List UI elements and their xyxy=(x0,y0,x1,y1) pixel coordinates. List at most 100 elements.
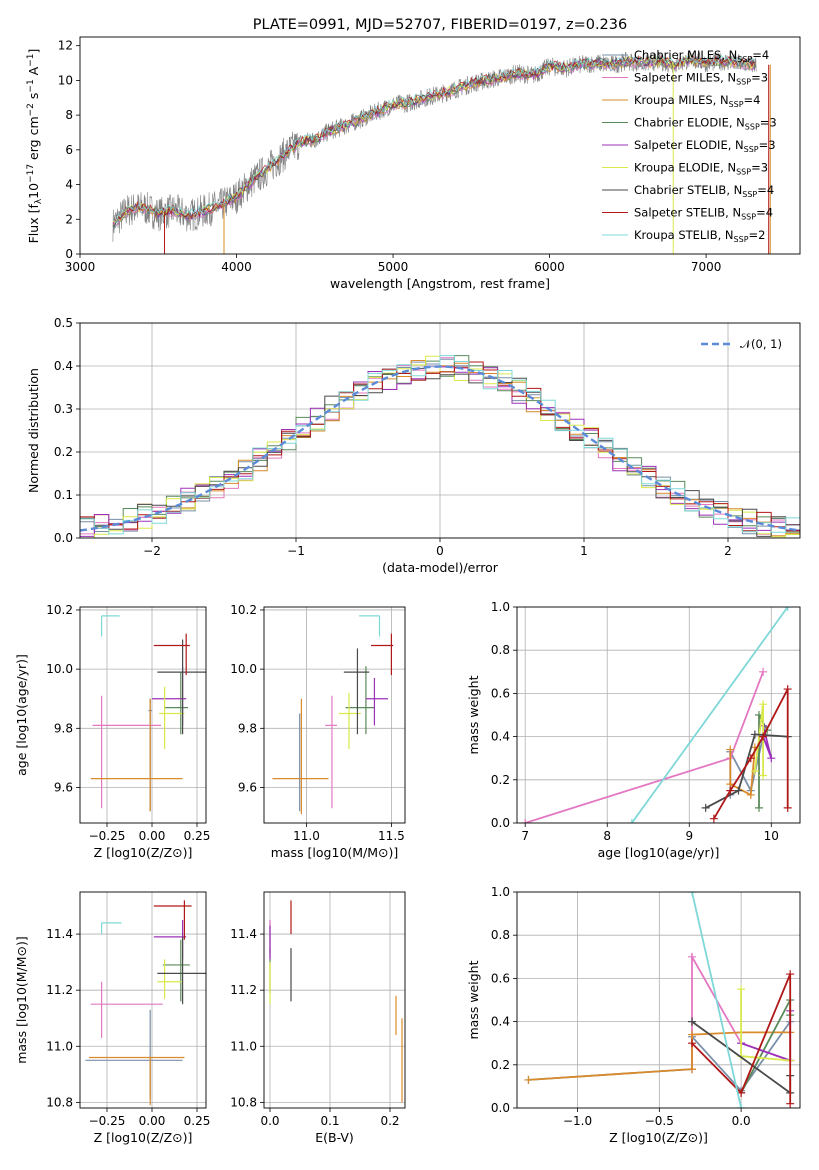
weight-line xyxy=(740,989,791,1062)
y-axis-label: mass weight xyxy=(466,960,481,1039)
plot-area-age_vs_mass xyxy=(264,607,405,823)
x-tick-label: 3000 xyxy=(65,260,96,274)
x-tick-label: 0 xyxy=(436,544,444,558)
normal-curve xyxy=(80,365,800,532)
x-tick-label: 0.25 xyxy=(184,829,211,843)
y-tick-label: 0.3 xyxy=(54,402,73,416)
weight-line xyxy=(524,671,764,823)
y-axis-label: Normed distribution xyxy=(26,368,41,493)
y-tick-label: 10 xyxy=(58,73,73,87)
y-tick-label: 0.0 xyxy=(491,816,510,830)
y-tick-label: 2 xyxy=(65,212,73,226)
weight-point xyxy=(524,1075,533,1084)
legend-label: Kroupa STELIB, NSSP=2 xyxy=(634,228,765,244)
x-tick-label: 7000 xyxy=(691,260,722,274)
weight-point xyxy=(786,970,795,979)
axes-frame xyxy=(263,606,406,824)
x-tick-label: 1 xyxy=(580,544,588,558)
weight-point xyxy=(737,1104,746,1108)
y-tick-label: 11.2 xyxy=(230,983,257,997)
weight-point xyxy=(750,730,759,739)
weight-point xyxy=(786,1099,795,1108)
legend-label: 𝒩(0, 1) xyxy=(740,337,782,351)
x-tick-label: 2 xyxy=(724,544,732,558)
plot-area-mass_vs_ebv xyxy=(264,892,405,1108)
figure-title: PLATE=0991, MJD=52707, FIBERID=0197, z=0… xyxy=(253,17,627,33)
y-tick-label: 10.2 xyxy=(46,603,73,617)
x-tick-label: −0.5 xyxy=(645,1114,674,1128)
x-tick-label: 10 xyxy=(764,829,779,843)
y-tick-label: 1.0 xyxy=(491,600,510,614)
x-tick-label: 4000 xyxy=(221,260,252,274)
plot-area-mass_vs_Z xyxy=(80,892,206,1108)
x-tick-label: −1 xyxy=(287,544,305,558)
x-axis-label: wavelength [Angstrom, rest frame] xyxy=(330,276,550,291)
y-tick-label: 9.8 xyxy=(238,721,257,735)
x-axis-label: Z [log10(Z/Z⊙)] xyxy=(94,845,193,860)
weight-line xyxy=(705,733,788,809)
x-tick-label: 0.00 xyxy=(139,1114,166,1128)
histogram-step xyxy=(80,355,800,535)
weight-point xyxy=(759,771,768,780)
plot-area-spectrum xyxy=(112,50,771,254)
panel-mass_vs_Z: −0.25 0.00 0.25 10.8 11.0 11.2 11.4 Z [log10(Z/… xyxy=(14,891,210,1145)
axes-frame xyxy=(263,891,406,1109)
weight-line xyxy=(631,607,789,823)
axes-frame xyxy=(79,36,801,255)
weight-point xyxy=(783,607,792,611)
weight-point xyxy=(754,803,763,812)
x-axis-label: Z [log10(Z/Z⊙)] xyxy=(609,1130,708,1145)
x-tick-label: 9 xyxy=(685,829,693,843)
panel-weight_vs_age: 7 8 9 10 0.0 0.2 0.4 0.6 0.8 1.0 age [log10(age/yr… xyxy=(466,600,801,860)
weight-point xyxy=(726,745,735,754)
weight-point xyxy=(737,985,746,994)
y-tick-label: 10.2 xyxy=(230,603,257,617)
weight-point xyxy=(726,786,735,795)
y-tick-label: 9.6 xyxy=(238,780,257,794)
x-tick-label: −0.25 xyxy=(89,1114,126,1128)
weight-point xyxy=(701,803,710,812)
y-tick-label: 11.2 xyxy=(46,983,73,997)
model-line xyxy=(112,54,756,224)
weight-point xyxy=(709,814,718,823)
x-axis-label: (data-model)/error xyxy=(382,560,499,575)
weight-point xyxy=(767,754,776,763)
x-tick-label: 0.00 xyxy=(139,829,166,843)
legend-label: Chabrier MILES, NSSP=4 xyxy=(634,48,769,64)
legend-label: Salpeter STELIB, NSSP=4 xyxy=(634,206,773,222)
legend-label: Salpeter MILES, NSSP=3 xyxy=(634,71,768,87)
panel-weight_vs_Z: −1.0 −0.5 0.0 0.0 0.2 0.4 0.6 0.8 1.0 Z [log10(Z/… xyxy=(466,885,801,1145)
y-tick-label: 0.0 xyxy=(54,531,73,545)
x-axis-label: E(B-V) xyxy=(315,1130,354,1145)
plot-area-age_vs_Z xyxy=(80,607,206,823)
weight-point xyxy=(688,892,697,896)
weight-point xyxy=(688,1065,697,1074)
weight-point xyxy=(627,819,636,823)
x-tick-label: 11.5 xyxy=(378,829,405,843)
weight-point xyxy=(783,803,792,812)
x-axis-label: Z [log10(Z/Z⊙)] xyxy=(94,1130,193,1145)
x-tick-label: 7 xyxy=(521,829,529,843)
panel-spectrum: 3000 4000 5000 6000 7000 0 2 4 6 8 10 12 wavelength … xyxy=(26,36,801,291)
x-axis-label: mass [log10(M/M⊙)] xyxy=(271,845,399,860)
axes-frame xyxy=(516,891,801,1109)
y-tick-label: 4 xyxy=(65,178,73,192)
model-line xyxy=(112,55,756,227)
weight-line xyxy=(691,892,742,1108)
weight-point xyxy=(688,1030,697,1039)
weight-point xyxy=(521,819,530,823)
y-tick-label: 1.0 xyxy=(491,885,510,899)
weight-point xyxy=(746,754,755,763)
weight-point xyxy=(783,685,792,694)
weight-line xyxy=(713,688,789,820)
weight-point xyxy=(746,790,755,799)
x-tick-label: 8 xyxy=(603,829,611,843)
weight-point xyxy=(734,786,743,795)
y-tick-label: 9.6 xyxy=(54,780,73,794)
y-tick-label: 11.4 xyxy=(46,927,73,941)
panel-age_vs_mass: 11.0 11.5 9.6 9.8 10.0 10.2 mass [log10(M/M⊙)] xyxy=(230,603,406,860)
x-tick-label: 5000 xyxy=(378,260,409,274)
y-tick-label: 0.6 xyxy=(491,686,510,700)
y-tick-label: 0.0 xyxy=(491,1101,510,1115)
